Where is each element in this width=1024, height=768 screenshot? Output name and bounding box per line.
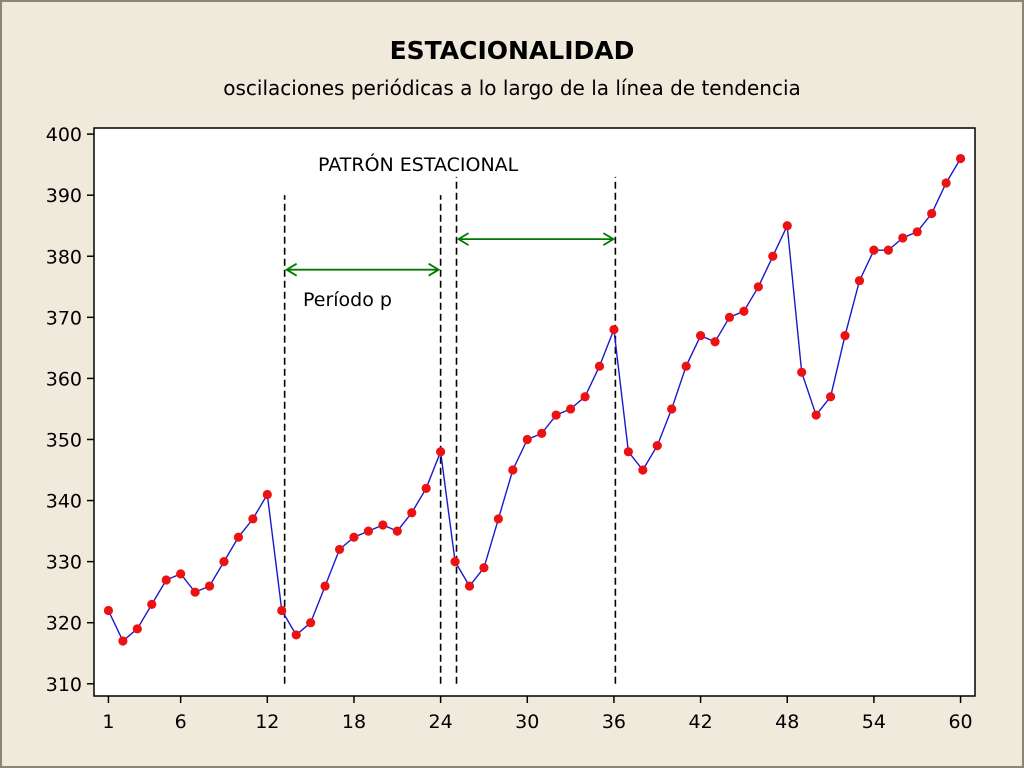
annotation-pattern-label: PATRÓN ESTACIONAL [318, 152, 519, 176]
data-point [566, 404, 576, 414]
data-point [190, 587, 200, 597]
data-point [753, 282, 763, 292]
data-point [580, 392, 590, 402]
data-point [522, 434, 532, 445]
data-point [927, 208, 937, 219]
data-point [262, 489, 272, 500]
data-point [898, 233, 908, 243]
x-tick-label: 30 [515, 711, 539, 733]
data-point [710, 337, 720, 347]
annotations [283, 176, 617, 684]
data-point [464, 581, 475, 591]
data-point [363, 526, 374, 536]
y-tick-label: 360 [46, 368, 82, 390]
annotation-period-label: Período p [303, 289, 392, 311]
data-point [176, 569, 186, 579]
data-point [941, 178, 951, 188]
data-point [594, 361, 605, 371]
data-point [883, 245, 893, 255]
data-point [147, 599, 157, 609]
data-point [955, 153, 966, 164]
data-point [912, 227, 922, 237]
chart-title: ESTACIONALIDAD [389, 36, 635, 65]
data-point [436, 447, 446, 457]
data-point [782, 221, 792, 231]
data-point [291, 630, 301, 640]
data-point [349, 532, 359, 542]
data-point [825, 392, 836, 402]
y-tick-label: 380 [46, 246, 82, 268]
series [103, 153, 966, 646]
data-point [854, 276, 865, 286]
data-point [811, 410, 821, 420]
period-arrow-head [428, 262, 441, 277]
data-point [609, 324, 619, 335]
y-tick-label: 390 [46, 185, 82, 207]
data-point [219, 557, 229, 567]
x-tick-label: 54 [862, 711, 886, 733]
x-tick-label: 42 [688, 711, 712, 733]
data-point [623, 447, 633, 457]
data-point [421, 483, 431, 493]
data-point [551, 410, 561, 420]
data-point [334, 544, 345, 555]
data-point [493, 514, 503, 524]
data-point [320, 581, 330, 591]
data-point [248, 514, 258, 524]
x-tick-label: 1 [102, 711, 114, 733]
data-point [277, 605, 287, 616]
data-point [233, 532, 244, 542]
data-point [204, 581, 215, 591]
data-point [450, 557, 460, 567]
data-point [681, 361, 691, 371]
x-tick-label: 12 [255, 711, 279, 733]
y-tick-label: 330 [46, 552, 82, 574]
y-tick-label: 340 [46, 491, 82, 513]
y-tick-label: 310 [46, 674, 82, 696]
x-tick-label: 48 [775, 711, 799, 733]
data-point [407, 508, 417, 518]
data-point [378, 520, 388, 530]
data-point [652, 440, 662, 451]
data-point [118, 636, 128, 646]
data-point [869, 245, 879, 255]
axes: 310 320 330 340 350 360 370 380 390 400 1 6 12 18 24 30… [46, 124, 973, 733]
data-point [667, 404, 677, 414]
data-point [840, 331, 850, 341]
x-tick-label: 24 [429, 711, 453, 733]
x-tick-label: 6 [175, 711, 187, 733]
data-point [479, 563, 489, 573]
data-point [132, 624, 142, 634]
data-point [161, 575, 171, 585]
data-point [695, 331, 706, 341]
data-point [537, 428, 547, 438]
data-point [508, 465, 518, 475]
data-point [797, 367, 807, 377]
data-point [739, 306, 749, 316]
x-tick-label: 60 [948, 711, 972, 733]
y-tick-label: 350 [46, 429, 82, 451]
period-arrow-head [602, 232, 616, 246]
plot-area [93, 127, 976, 697]
y-tick-label: 370 [46, 307, 82, 329]
period-arrow-head [284, 262, 298, 277]
chart-subtitle: oscilaciones periódicas a lo largo de la… [223, 76, 801, 100]
y-tick-label: 320 [46, 613, 82, 635]
y-tick-label: 400 [46, 124, 82, 146]
data-point [638, 465, 648, 475]
data-point [768, 251, 778, 261]
data-point [103, 605, 114, 616]
period-arrow-head [456, 232, 469, 246]
x-tick-label: 18 [342, 711, 366, 733]
x-tick-label: 36 [602, 711, 626, 733]
data-point [392, 526, 402, 536]
data-point [306, 618, 316, 628]
data-point [724, 312, 735, 322]
